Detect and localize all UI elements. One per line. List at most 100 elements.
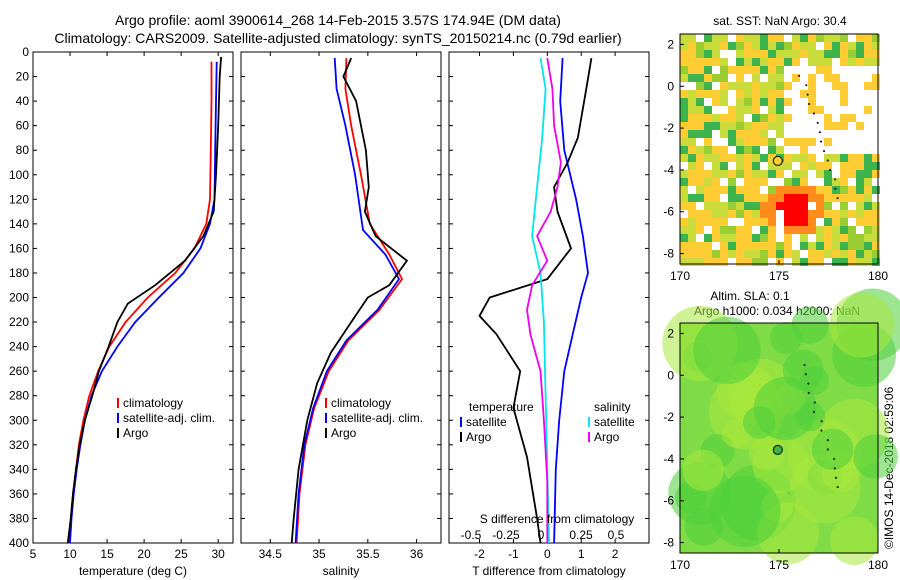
altim-map: 170 175 180 2 0 -2 -4 -6 -8 <box>662 288 900 572</box>
map-x-tick-label: 175 <box>769 558 789 572</box>
sst-cell <box>840 34 848 42</box>
sst-cell <box>768 162 776 170</box>
island-dot <box>834 187 837 190</box>
sst-cell <box>712 234 720 242</box>
sst-cell <box>776 258 784 266</box>
sst-cell <box>776 170 784 178</box>
sst-cell <box>824 234 832 242</box>
sst-cell <box>792 170 800 178</box>
island-dot <box>804 373 807 376</box>
sst-cell <box>776 66 784 74</box>
sst-cell <box>760 66 768 74</box>
sst-cell <box>752 234 760 242</box>
sst-cell <box>744 50 752 58</box>
sst-cell <box>712 218 720 226</box>
legend-label: Argo <box>594 430 620 444</box>
sst-cell <box>800 162 808 170</box>
altim-blob <box>682 449 724 491</box>
sst-cell <box>840 50 848 58</box>
sst-cell <box>696 210 704 218</box>
sst-cell <box>832 74 840 82</box>
sst-cell <box>792 226 800 234</box>
sst-cell <box>784 226 792 234</box>
map-y-tick-label: -4 <box>663 452 674 466</box>
sst-cell <box>856 242 864 250</box>
altim-blob <box>829 292 895 358</box>
sst-cell <box>720 250 728 258</box>
sst-cell <box>808 50 816 58</box>
sst-cell <box>784 234 792 242</box>
sst-cell <box>856 234 864 242</box>
island-dot <box>833 467 836 470</box>
sst-cell <box>752 50 760 58</box>
sst-cell <box>712 90 720 98</box>
sst-cell <box>736 146 744 154</box>
sst-cell <box>688 50 696 58</box>
map-panels: 170 175 180 2 0 -2 -4 -6 -8 170 175 180 2 0 -2 -4 -6 -8 <box>662 33 900 572</box>
sst-cell <box>736 106 744 114</box>
sst-cell <box>736 98 744 106</box>
sst-cell <box>736 234 744 242</box>
map-y-tick-label: -6 <box>663 205 674 219</box>
sst-cell <box>808 98 816 106</box>
sst-cell <box>752 90 760 98</box>
sst-cell <box>872 186 880 194</box>
sst-cell <box>704 218 712 226</box>
argo-position-marker <box>772 444 783 455</box>
sst-cell <box>752 34 760 42</box>
sst-cell <box>864 202 872 210</box>
sst-cell <box>744 122 752 130</box>
altim-blob <box>811 428 854 471</box>
sst-cell <box>752 74 760 82</box>
y-tick-label: 160 <box>9 241 29 255</box>
y-tick-label: 220 <box>9 315 29 329</box>
y-tick-label: 340 <box>9 462 29 476</box>
sst-cell <box>824 202 832 210</box>
legend-label: Argo <box>123 426 149 440</box>
island-dot <box>803 363 806 366</box>
sst-cell <box>864 154 872 162</box>
y-tick-label: 240 <box>9 340 29 354</box>
sst-cell <box>760 50 768 58</box>
secondary-tick-label: -0.5 <box>461 528 482 542</box>
y-tick-label: 40 <box>16 94 30 108</box>
sst-cell <box>872 210 880 218</box>
sst-cell <box>776 74 784 82</box>
sst-cell <box>848 250 856 258</box>
sst-cell <box>816 242 824 250</box>
sst-cell <box>784 218 792 226</box>
secondary-axis-label: S difference from climatology <box>480 512 635 526</box>
sst-cell <box>856 34 864 42</box>
sst-cell <box>872 234 880 242</box>
sst-cell <box>744 218 752 226</box>
sst-cell <box>840 210 848 218</box>
sst-cell <box>680 138 688 146</box>
sst-cell <box>760 130 768 138</box>
sst-cell <box>744 138 752 146</box>
sst-cell <box>704 210 712 218</box>
y-tick-label: 360 <box>9 487 29 501</box>
sst-cell <box>688 90 696 98</box>
sst-cell <box>864 170 872 178</box>
sst-cell <box>704 34 712 42</box>
x-tick-label: 2 <box>612 547 619 561</box>
sst-cell <box>760 178 768 186</box>
sst-cell <box>688 146 696 154</box>
sst-cell <box>808 242 816 250</box>
sst-cell <box>864 218 872 226</box>
sst-cell <box>840 82 848 90</box>
sst-cell <box>832 82 840 90</box>
sst-cell <box>768 154 776 162</box>
sst-cell <box>832 186 840 194</box>
series-line-t-satellite <box>553 58 589 544</box>
sst-cell <box>872 258 880 266</box>
sst-cell <box>744 258 752 266</box>
sst-cell <box>768 98 776 106</box>
sst-cell <box>736 210 744 218</box>
sst-cell <box>760 210 768 218</box>
sst-cell <box>776 122 784 130</box>
sst-cell <box>848 242 856 250</box>
sst-cell <box>712 58 720 66</box>
sst-cell <box>864 242 872 250</box>
sst-cell <box>752 162 760 170</box>
